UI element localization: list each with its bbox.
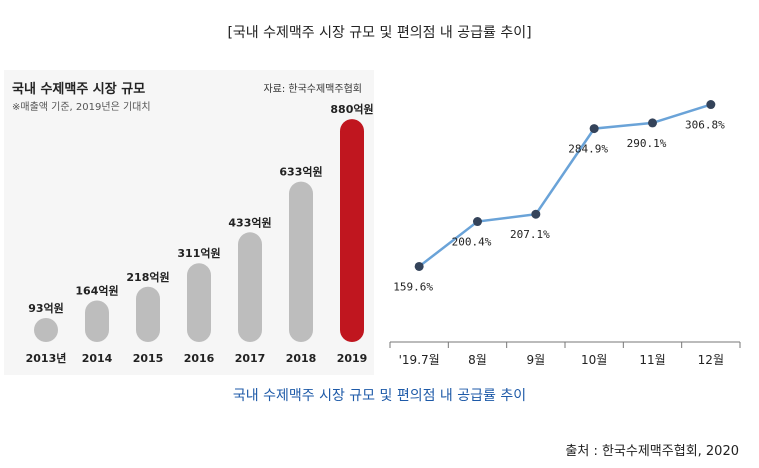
bar-2 bbox=[136, 286, 160, 342]
bar-category-label: 2019 bbox=[337, 352, 368, 365]
bar-4 bbox=[238, 232, 262, 342]
x-tick-label: 12월 bbox=[698, 353, 724, 367]
data-point bbox=[531, 209, 541, 219]
point-value-label: 200.4% bbox=[452, 236, 492, 249]
bar-category-label: 2016 bbox=[184, 352, 215, 365]
bar-3 bbox=[187, 263, 211, 342]
bar-value-label: 93억원 bbox=[28, 301, 64, 315]
point-value-label: 159.6% bbox=[393, 280, 433, 293]
bar-6 bbox=[340, 119, 364, 342]
bar-chart-title: 국내 수제맥주 시장 규모 bbox=[12, 82, 146, 97]
line-chart: 159.6% '19.7월 200.4% 8월 207.1% 9월 284.9% 10월 290… bbox=[389, 100, 741, 367]
bar-chart-note: ※매출액 기준, 2019년은 기대치 bbox=[12, 102, 151, 113]
bar-chart-source: 자료: 한국수제맥주협회 bbox=[263, 84, 362, 95]
x-tick-label: 11월 bbox=[639, 353, 665, 367]
point-value-label: 284.9% bbox=[568, 143, 608, 156]
x-tick-label: 9월 bbox=[526, 353, 545, 367]
series-line bbox=[418, 103, 712, 268]
point-value-label: 306.8% bbox=[685, 119, 725, 132]
bar-category-label: 2018 bbox=[286, 352, 317, 365]
point-value-label: 207.1% bbox=[510, 228, 550, 241]
bar-value-label: 880억원 bbox=[330, 102, 373, 116]
source-citation: 출처 : 한국수제맥주협회, 2020 bbox=[565, 444, 739, 459]
bar-5 bbox=[289, 181, 313, 342]
point-value-label: 290.1% bbox=[627, 137, 667, 150]
data-point bbox=[706, 100, 716, 110]
bar-value-label: 433억원 bbox=[228, 215, 271, 229]
page-title: [국내 수제맥주 시장 규모 및 편의점 내 공급률 추이] bbox=[227, 25, 532, 41]
x-tick-label: 8월 bbox=[468, 353, 487, 367]
bar-category-label: 2014 bbox=[82, 352, 113, 365]
data-point bbox=[648, 118, 657, 128]
data-point bbox=[473, 217, 482, 227]
bar-category-label: 2017 bbox=[235, 352, 266, 365]
chart-subtitle: 국내 수제맥주 시장 규모 및 편의점 내 공급률 추이 bbox=[232, 388, 527, 404]
bar-value-label: 311억원 bbox=[177, 246, 220, 260]
data-point bbox=[414, 261, 424, 271]
bar-value-label: 164억원 bbox=[75, 283, 118, 297]
bar-category-label: 2015 bbox=[133, 352, 164, 365]
x-tick-label: 10월 bbox=[581, 353, 607, 367]
bar-chart-panel: 국내 수제맥주 시장 규모 ※매출액 기준, 2019년은 기대치 자료: 한국… bbox=[4, 70, 374, 375]
bar-0 bbox=[34, 318, 58, 342]
bar-category-label: 2013년 bbox=[26, 351, 67, 365]
x-tick-label: '19.7월 bbox=[399, 353, 440, 367]
bar-chart: 93억원 2013년 164억원 2014 218억원 2015 311억원 2016 433억… bbox=[26, 102, 374, 365]
bar-1 bbox=[85, 300, 109, 342]
bar-value-label: 633억원 bbox=[279, 165, 322, 179]
bar-value-label: 218억원 bbox=[126, 270, 169, 284]
data-point bbox=[589, 124, 599, 134]
